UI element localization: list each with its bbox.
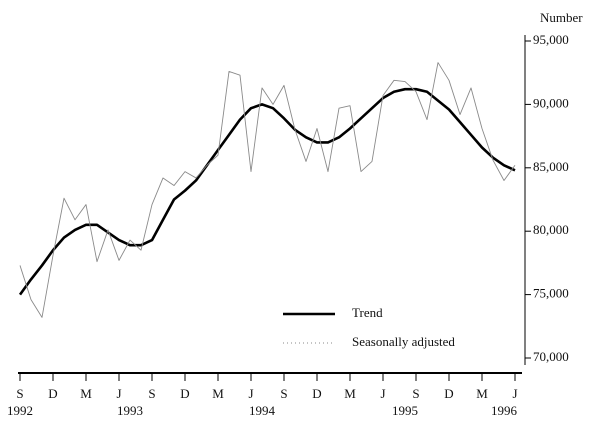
x-tick-label: D <box>48 386 57 401</box>
x-tick-label: J <box>248 386 253 401</box>
x-tick-label: J <box>512 386 517 401</box>
legend-label: Seasonally adjusted <box>352 334 455 349</box>
year-label: 1996 <box>491 403 518 418</box>
x-tick-label: S <box>280 386 287 401</box>
x-tick-label: J <box>116 386 121 401</box>
y-tick-label: 80,000 <box>533 222 569 237</box>
year-label: 1994 <box>249 403 276 418</box>
x-tick-label: M <box>476 386 488 401</box>
x-tick-label: S <box>148 386 155 401</box>
x-tick-label: S <box>16 386 23 401</box>
y-tick-label: 90,000 <box>533 95 569 110</box>
year-label: 1993 <box>117 403 143 418</box>
year-label: 1995 <box>392 403 418 418</box>
series-line <box>19 62 516 318</box>
legend-label: Trend <box>352 305 383 320</box>
y-tick-label: 70,000 <box>533 349 569 364</box>
x-tick-label: D <box>180 386 189 401</box>
x-tick-label: M <box>344 386 356 401</box>
x-tick-label: D <box>312 386 321 401</box>
x-tick-label: D <box>444 386 453 401</box>
y-axis-label: Number <box>540 10 583 25</box>
x-tick-label: S <box>412 386 419 401</box>
x-tick-label: M <box>80 386 92 401</box>
y-tick-label: 75,000 <box>533 286 569 301</box>
y-tick-label: 85,000 <box>533 159 569 174</box>
year-label: 1992 <box>7 403 33 418</box>
x-tick-label: J <box>380 386 385 401</box>
series-line <box>18 87 516 296</box>
y-tick-label: 95,000 <box>533 32 569 47</box>
x-tick-label: M <box>212 386 224 401</box>
